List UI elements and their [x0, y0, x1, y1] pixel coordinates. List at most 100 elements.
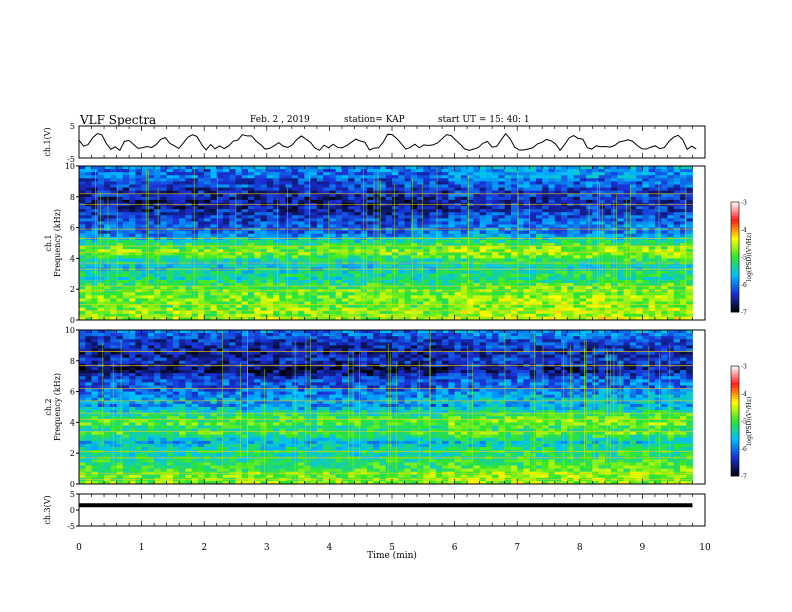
spectrogram-cell — [210, 233, 218, 238]
spectrogram-cell — [116, 169, 124, 173]
spectrogram-cell — [97, 209, 105, 213]
spectrogram-cell — [667, 246, 675, 250]
spectrogram-cell — [360, 218, 368, 222]
spectrogram-cell — [554, 276, 562, 281]
spectrogram-cell — [254, 264, 261, 269]
spectrogram-cell — [229, 230, 236, 235]
spectrogram-cell — [392, 209, 399, 213]
spectrogram-cell — [579, 175, 587, 179]
spectrogram-cell — [435, 215, 443, 219]
spectrogram-cell — [492, 252, 499, 256]
spectrogram-cell — [554, 295, 562, 299]
spectrogram-cell — [567, 166, 574, 170]
spectrogram-cell — [354, 310, 362, 315]
spectrogram-cell — [273, 313, 280, 318]
spectrogram-cell — [254, 187, 261, 192]
spectrogram-cell — [435, 273, 443, 278]
spectrogram-cell — [586, 304, 593, 309]
spectrogram-cell — [548, 283, 556, 287]
spectrogram-cell — [266, 178, 274, 182]
spectrogram-cell — [91, 230, 99, 235]
spectrogram-cell — [304, 258, 312, 262]
spectrogram-cell — [97, 286, 105, 290]
spectrogram-cell — [160, 252, 168, 256]
spectrogram-cell — [91, 218, 99, 222]
spectrogram-cell — [417, 215, 424, 219]
spectrogram-cell — [567, 239, 574, 244]
spectrogram-cell — [686, 166, 693, 170]
spectrogram-cell — [79, 224, 86, 228]
spectrogram-cell — [442, 298, 449, 302]
spectrogram-cell — [104, 249, 111, 253]
spectrogram-cell — [216, 243, 224, 247]
spectrogram-cell — [229, 196, 236, 201]
spectrogram-cell — [623, 199, 631, 204]
spectrogram-cell — [79, 169, 86, 173]
spectrogram-cell — [273, 307, 280, 312]
spectrogram-cell — [636, 307, 643, 312]
spectrogram-cell — [354, 243, 362, 247]
spectrogram-cell — [341, 273, 349, 278]
spectrogram-cell — [523, 175, 531, 179]
spectrogram-cell — [122, 286, 130, 290]
spectrogram-cell — [373, 316, 380, 321]
spectrogram-cell — [97, 212, 105, 216]
spectrogram-cell — [423, 224, 430, 228]
spectrogram-cell — [410, 190, 418, 195]
spectrogram-cell — [423, 243, 430, 247]
spectrogram-cell — [360, 273, 368, 278]
spectrogram-cell — [373, 292, 380, 296]
spectrogram-cell — [592, 292, 599, 296]
spectrogram-cell — [210, 209, 218, 213]
spectrogram-cell — [329, 298, 337, 302]
spectrogram-cell — [498, 193, 506, 198]
spectrogram-cell — [485, 193, 493, 198]
spectrogram-cell — [191, 310, 199, 315]
colorbar-swatch — [731, 290, 739, 294]
spectrogram-cell — [222, 310, 230, 315]
spectrogram-cell — [479, 239, 487, 244]
spectrogram-cell — [554, 230, 562, 235]
spectrogram-cell — [523, 230, 531, 235]
spectrogram-cell — [229, 178, 236, 182]
spectrogram-cell — [654, 249, 662, 253]
spectrogram-cell — [248, 193, 255, 198]
spectrogram-cell — [592, 276, 599, 281]
spectrogram-cell — [116, 178, 124, 182]
spectrogram-cell — [561, 283, 568, 287]
spectrogram-cell — [542, 258, 549, 262]
spectrogram-cell — [467, 199, 474, 204]
spectrogram-cell — [310, 230, 318, 235]
spectrogram-cell — [423, 230, 430, 235]
spectrogram-cell — [185, 166, 193, 170]
spectrogram-cell — [673, 193, 681, 198]
spectrogram-cell — [586, 273, 593, 278]
spectrogram-cell — [210, 239, 218, 244]
spectrogram-cell — [592, 298, 599, 302]
spectrogram-cell — [429, 316, 437, 321]
spectrogram-cell — [141, 212, 149, 216]
spectrogram-cell — [91, 304, 99, 309]
spectrogram-cell — [329, 239, 337, 244]
spectrogram-cell — [385, 215, 393, 219]
spectrogram-cell — [504, 175, 512, 179]
spectrogram-cell — [467, 239, 474, 244]
spectrogram-cell — [617, 196, 625, 201]
spectrogram-cell — [379, 239, 387, 244]
spectrogram-cell — [586, 199, 593, 204]
spectrogram-cell — [686, 292, 693, 296]
spectrogram-cell — [629, 279, 637, 284]
spectrogram-cell — [579, 286, 587, 290]
spectrogram-cell — [604, 295, 612, 299]
spectrogram-cell — [435, 292, 443, 296]
spectrogram-cell — [629, 249, 637, 253]
spectrogram-cell — [661, 276, 668, 281]
spectrogram-cell — [122, 276, 130, 281]
spectrogram-cell — [204, 184, 211, 188]
spectrogram-cell — [673, 313, 681, 318]
spectrogram-cell — [273, 252, 280, 256]
spectrogram-cell — [79, 175, 86, 179]
spectrogram-cell — [448, 239, 455, 244]
spectrogram-cell — [348, 304, 355, 309]
spectrogram-cell — [661, 255, 668, 259]
